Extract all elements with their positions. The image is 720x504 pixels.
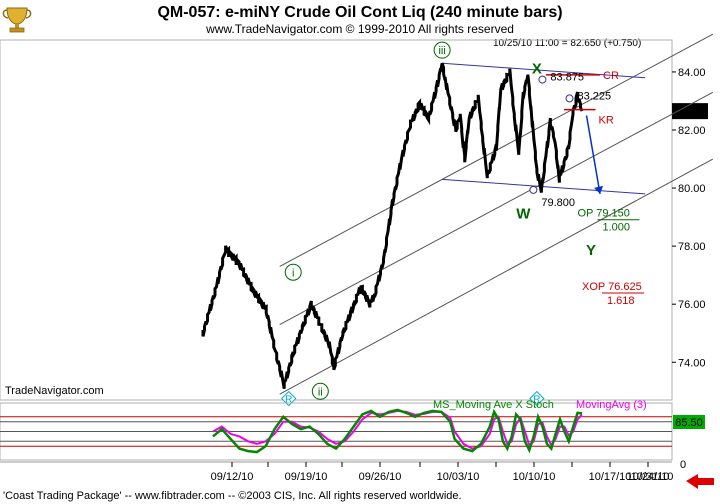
price-tick-label: 78.00 — [678, 241, 706, 253]
x-tick-label: 10/17/10 — [589, 471, 632, 483]
cr-label: CR — [603, 70, 619, 82]
stoch-value-box — [673, 415, 705, 429]
wave-label: W — [516, 206, 531, 223]
stoch-main-line — [212, 408, 583, 454]
wave-label: i — [292, 267, 294, 279]
price-tick-label: 80.00 — [678, 183, 706, 195]
logo-icon — [2, 3, 32, 33]
level-point — [529, 185, 538, 194]
wave-circle — [433, 41, 451, 59]
target-ratio: 1.000 — [602, 222, 630, 234]
target-label: OP 79.150 — [577, 208, 629, 220]
x-tick-label: 09/26/10 — [359, 471, 402, 483]
forecast-arrow-head — [594, 185, 604, 194]
stoch-tick-zero: 0 — [680, 459, 686, 471]
x-tick-label: 10/10/10 — [513, 471, 556, 483]
level-label: 83.875 — [550, 72, 584, 84]
triangle-line — [442, 178, 646, 195]
watermark-text: TradeNavigator.com — [5, 385, 104, 397]
level-point — [565, 94, 574, 103]
level-point — [538, 75, 547, 84]
r-marker-label: R — [533, 395, 540, 406]
chart-title: QM-057: e-miNY Crude Oil Cont Liq (240 m… — [157, 4, 562, 21]
target-label: XOP 76.625 — [582, 281, 642, 293]
footer-text: 'Coast Trading Package' -- www.fibtrader… — [3, 490, 462, 502]
price-series-line — [201, 62, 584, 389]
last-price-label: 82.650 — [673, 106, 707, 118]
x-tick-label: 10/24/10 — [627, 471, 670, 483]
price-tick-label: 76.00 — [678, 299, 706, 311]
r-marker-label: R — [285, 395, 292, 406]
triangle-line — [442, 62, 646, 79]
channel-lines — [279, 33, 714, 395]
level-label: 79.800 — [541, 197, 575, 209]
x-axis: 09/12/10 09/19/10 09/26/10 10/03/10 10/10/10… — [0, 461, 674, 483]
wave-label: ii — [318, 386, 323, 398]
target-ratio: 1.618 — [607, 295, 635, 307]
wave-circle — [311, 382, 329, 400]
last-bar-readout: 10/25/10 11:00 = 82.650 (+0.750) — [493, 38, 641, 49]
wave-label: X — [532, 61, 542, 78]
x-tick-label: 10/31/10 — [631, 471, 674, 483]
stoch-legend-main: MS_Moving Ave X Stoch — [433, 399, 554, 411]
wave-circle — [284, 263, 302, 281]
r-marker — [281, 390, 297, 407]
kr-label: KR — [599, 115, 614, 127]
price-tick-label: 74.00 — [678, 357, 706, 369]
x-tick-label: 09/19/10 — [285, 471, 328, 483]
forecast-arrow-line — [585, 115, 601, 194]
wave-label: Y — [586, 242, 596, 259]
price-tick-label: 84.00 — [678, 67, 706, 79]
x-tick-label: 09/12/10 — [211, 471, 254, 483]
x-tick-label: 10/03/10 — [437, 471, 480, 483]
stoch-value-label: 85.50 — [675, 417, 703, 429]
price-tick-label: 82.00 — [678, 125, 706, 137]
level-label: 83.225 — [577, 90, 611, 102]
stoch-legend-ma: MovingAvg (3) — [576, 399, 647, 411]
last-price-box — [672, 103, 708, 120]
channel-line — [279, 158, 714, 395]
triangle-lines — [442, 62, 646, 195]
price-panel — [0, 39, 673, 401]
price-axis: 84.00 82.00 80.00 78.00 76.00 74.00 82.650 — [672, 67, 708, 369]
wave-label: iii — [438, 45, 445, 57]
r-marker — [529, 390, 545, 407]
scroll-arrow-icon[interactable] — [686, 474, 714, 489]
chart-subtitle: www.TradeNavigator.com © 1999-2010 All r… — [205, 22, 514, 36]
channel-line — [279, 91, 714, 325]
